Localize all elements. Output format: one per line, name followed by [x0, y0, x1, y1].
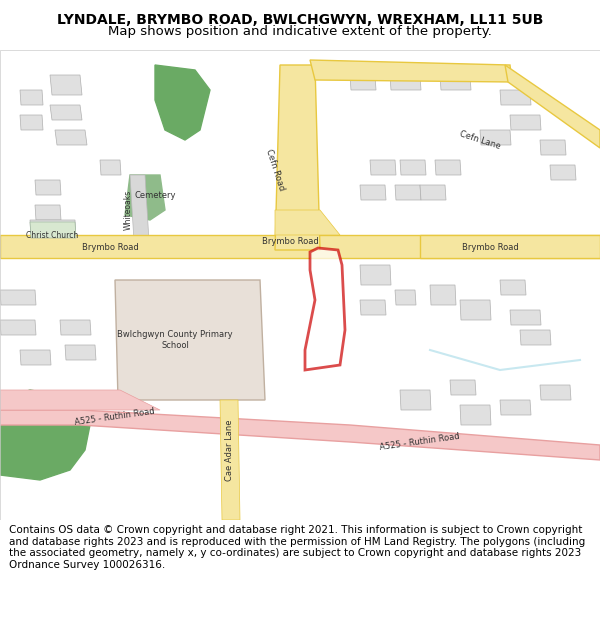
Polygon shape	[460, 300, 491, 320]
Polygon shape	[0, 290, 36, 305]
Polygon shape	[65, 345, 96, 360]
Polygon shape	[505, 65, 600, 148]
Polygon shape	[115, 280, 265, 400]
Polygon shape	[20, 350, 51, 365]
Polygon shape	[540, 385, 571, 400]
Polygon shape	[370, 160, 396, 175]
Polygon shape	[220, 400, 240, 520]
Polygon shape	[500, 280, 526, 295]
Polygon shape	[440, 75, 471, 90]
Text: Contains OS data © Crown copyright and database right 2021. This information is : Contains OS data © Crown copyright and d…	[9, 525, 585, 570]
Polygon shape	[480, 130, 511, 145]
Text: Brymbo Road: Brymbo Road	[82, 242, 139, 251]
Text: Whiteoaks: Whiteoaks	[124, 190, 133, 230]
Polygon shape	[275, 65, 320, 250]
Polygon shape	[20, 115, 43, 130]
Polygon shape	[35, 180, 61, 195]
Polygon shape	[125, 175, 165, 220]
Polygon shape	[0, 410, 600, 460]
Polygon shape	[0, 390, 160, 410]
Polygon shape	[155, 65, 210, 140]
Polygon shape	[520, 330, 551, 345]
Polygon shape	[0, 390, 90, 480]
Text: Cemetery: Cemetery	[134, 191, 176, 199]
Polygon shape	[400, 390, 431, 410]
Text: Cefn Lane: Cefn Lane	[458, 129, 502, 151]
Polygon shape	[435, 160, 461, 175]
Text: Christ Church: Christ Church	[26, 231, 78, 239]
Polygon shape	[310, 60, 512, 82]
Polygon shape	[275, 210, 340, 235]
Polygon shape	[305, 248, 345, 370]
Polygon shape	[30, 222, 76, 238]
Polygon shape	[100, 160, 121, 175]
Polygon shape	[420, 235, 600, 258]
Polygon shape	[500, 90, 531, 105]
Polygon shape	[430, 285, 456, 305]
Polygon shape	[395, 185, 421, 200]
Polygon shape	[50, 105, 82, 120]
Polygon shape	[360, 185, 386, 200]
Text: A525 - Ruthin Road: A525 - Ruthin Road	[379, 432, 461, 452]
Text: Brymbo Road: Brymbo Road	[262, 238, 319, 246]
Polygon shape	[395, 290, 416, 305]
Polygon shape	[50, 75, 82, 95]
Polygon shape	[500, 400, 531, 415]
Polygon shape	[510, 115, 541, 130]
Polygon shape	[460, 405, 491, 425]
Polygon shape	[510, 310, 541, 325]
Polygon shape	[350, 75, 376, 90]
Polygon shape	[360, 265, 391, 285]
Polygon shape	[55, 130, 87, 145]
Polygon shape	[20, 90, 43, 105]
Polygon shape	[540, 140, 566, 155]
Polygon shape	[400, 160, 426, 175]
Text: A525 - Ruthin Road: A525 - Ruthin Road	[74, 407, 155, 427]
Text: Cefn Road: Cefn Road	[264, 148, 286, 192]
Polygon shape	[30, 220, 76, 240]
Text: Bwlchgwyn County Primary
School: Bwlchgwyn County Primary School	[117, 330, 233, 350]
Polygon shape	[60, 320, 91, 335]
Polygon shape	[550, 165, 576, 180]
Polygon shape	[390, 75, 421, 90]
Polygon shape	[450, 380, 476, 395]
Text: Brymbo Road: Brymbo Road	[461, 242, 518, 251]
Polygon shape	[0, 235, 600, 258]
Polygon shape	[130, 175, 150, 258]
Polygon shape	[35, 205, 61, 220]
Polygon shape	[360, 300, 386, 315]
Text: Map shows position and indicative extent of the property.: Map shows position and indicative extent…	[108, 24, 492, 38]
Text: Cae Adar Lane: Cae Adar Lane	[226, 419, 235, 481]
Text: LYNDALE, BRYMBO ROAD, BWLCHGWYN, WREXHAM, LL11 5UB: LYNDALE, BRYMBO ROAD, BWLCHGWYN, WREXHAM…	[57, 12, 543, 26]
Polygon shape	[0, 320, 36, 335]
Polygon shape	[420, 185, 446, 200]
